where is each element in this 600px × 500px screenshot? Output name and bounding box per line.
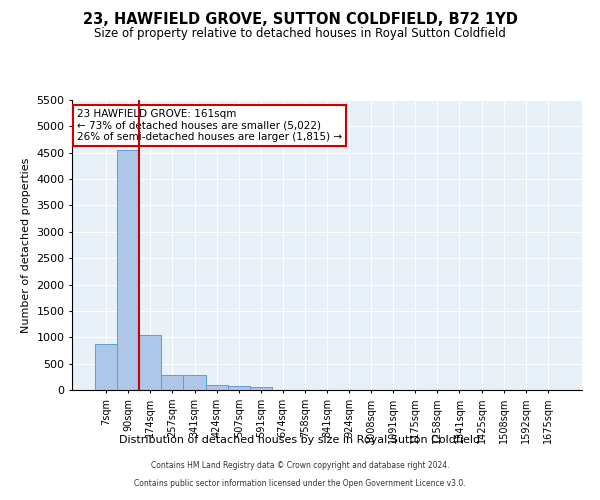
Text: Distribution of detached houses by size in Royal Sutton Coldfield: Distribution of detached houses by size …: [119, 435, 481, 445]
Text: Size of property relative to detached houses in Royal Sutton Coldfield: Size of property relative to detached ho…: [94, 28, 506, 40]
Bar: [117, 150, 139, 390]
Text: 23 HAWFIELD GROVE: 161sqm
← 73% of detached houses are smaller (5,022)
26% of se: 23 HAWFIELD GROVE: 161sqm ← 73% of detac…: [77, 108, 342, 142]
Bar: [95, 344, 117, 390]
Bar: [139, 334, 161, 390]
Bar: [161, 374, 184, 390]
Bar: [206, 386, 227, 390]
Text: Contains public sector information licensed under the Open Government Licence v3: Contains public sector information licen…: [134, 478, 466, 488]
Bar: [184, 374, 206, 390]
Bar: [250, 387, 272, 390]
Text: Contains HM Land Registry data © Crown copyright and database right 2024.: Contains HM Land Registry data © Crown c…: [151, 461, 449, 470]
Bar: [227, 386, 250, 390]
Text: 23, HAWFIELD GROVE, SUTTON COLDFIELD, B72 1YD: 23, HAWFIELD GROVE, SUTTON COLDFIELD, B7…: [83, 12, 517, 28]
Y-axis label: Number of detached properties: Number of detached properties: [20, 158, 31, 332]
